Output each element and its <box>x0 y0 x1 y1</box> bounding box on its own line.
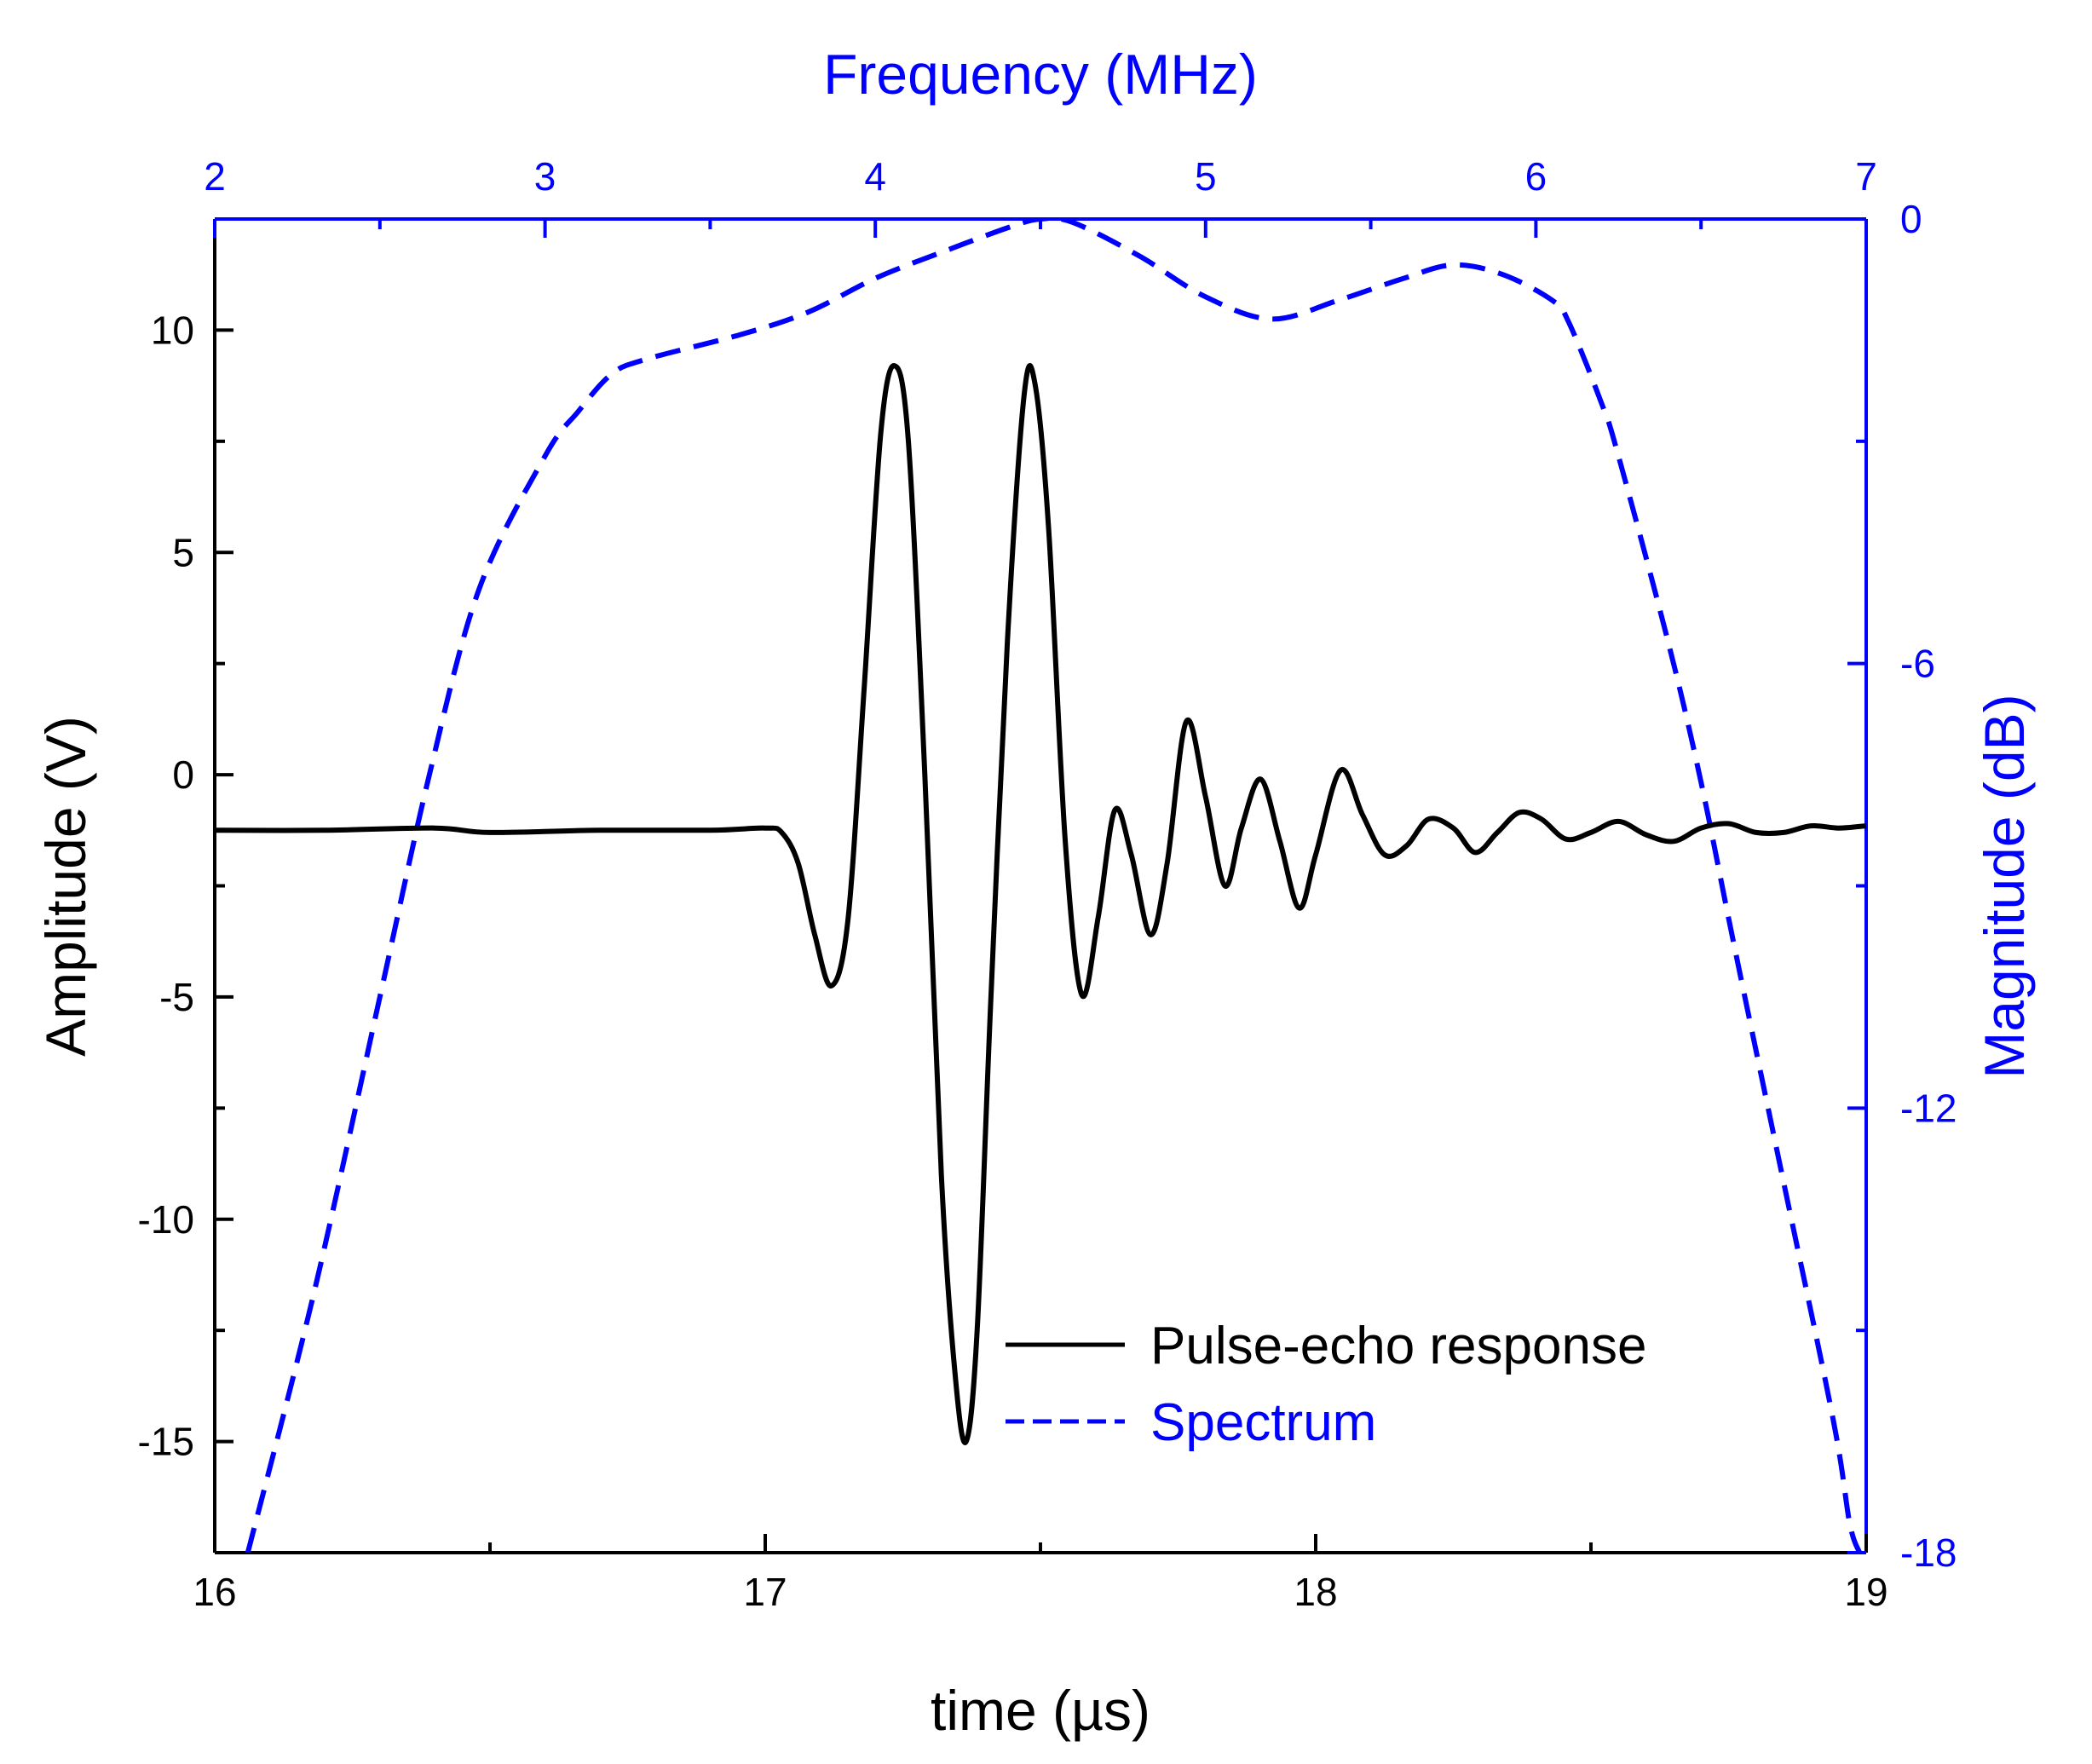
top-axis-title: Frequency (MHz) <box>823 43 1258 106</box>
top-tick-label: 7 <box>1855 154 1877 199</box>
x-tick-label: 17 <box>743 1570 787 1614</box>
top-tick-label: 5 <box>1195 154 1217 199</box>
y-tick-label: 0 <box>172 752 194 797</box>
top-tick-label: 4 <box>864 154 886 199</box>
x-axis-title: time (µs) <box>931 1679 1150 1742</box>
right-tick-label: -12 <box>1900 1086 1957 1130</box>
legend: Pulse-echo response Spectrum <box>1006 1317 1646 1452</box>
top-tick-label: 3 <box>534 154 556 199</box>
y-tick-label: -5 <box>159 975 194 1019</box>
y-tick-label: -15 <box>138 1420 194 1464</box>
y-tick-label: 10 <box>151 308 194 352</box>
legend-label-pulse: Pulse-echo response <box>1150 1317 1646 1375</box>
spectrum-line <box>245 219 1863 1553</box>
pulse-echo-line <box>215 363 1866 1445</box>
top-tick-label: 2 <box>204 154 226 199</box>
right-tick-label: -6 <box>1900 642 1935 686</box>
top-tick-label: 6 <box>1525 154 1547 199</box>
y-tick-label: -10 <box>138 1197 194 1242</box>
y-tick-label: 5 <box>172 530 194 574</box>
x-tick-label: 19 <box>1844 1570 1887 1614</box>
legend-label-spectrum: Spectrum <box>1150 1393 1376 1452</box>
x-tick-label: 18 <box>1294 1570 1337 1614</box>
x-tick-label: 16 <box>193 1570 236 1614</box>
y-axis-title: Amplitude (V) <box>34 716 97 1057</box>
right-axis-title: Magnitude (dB) <box>1973 694 2036 1078</box>
right-tick-label: 0 <box>1900 197 1922 241</box>
right-tick-label: -18 <box>1900 1531 1957 1575</box>
